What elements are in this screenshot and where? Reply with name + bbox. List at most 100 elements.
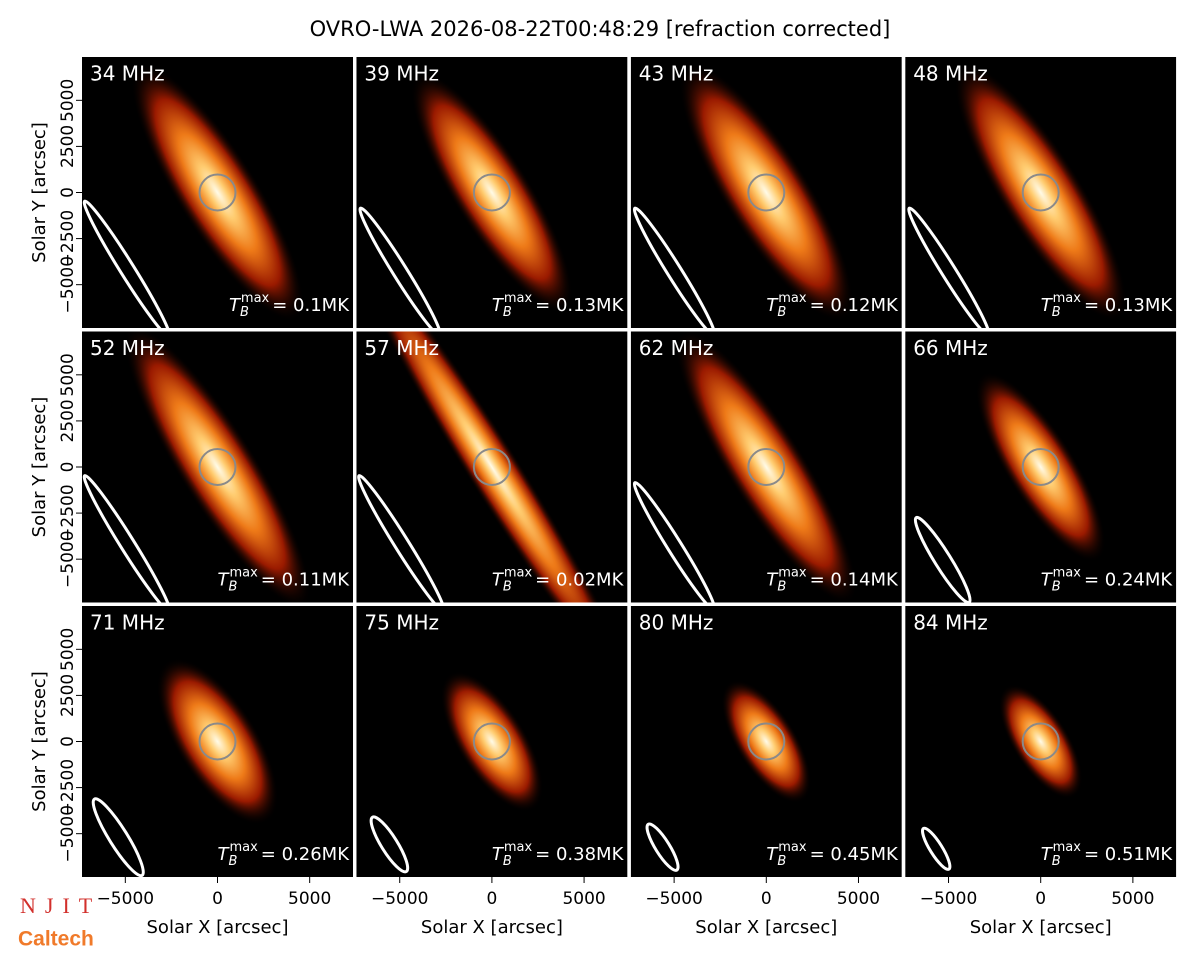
peak-part: B bbox=[229, 854, 238, 869]
emission bbox=[679, 63, 854, 322]
emission bbox=[124, 331, 311, 603]
y-tick-label: −2500 bbox=[58, 210, 78, 268]
y-axis-label: Solar Y [arcsec] bbox=[29, 671, 50, 812]
solar-disk bbox=[472, 722, 511, 761]
peak-part: = 0.38MK bbox=[535, 844, 624, 865]
y-axis-label: Solar Y [arcsec] bbox=[29, 122, 50, 263]
peak-label: TBmax = 0.13MK bbox=[492, 291, 625, 320]
peak-label: TBmax = 0.24MK bbox=[1041, 565, 1174, 594]
x-tick-label: −5000 bbox=[371, 889, 429, 909]
peak-label: TBmax = 0.45MK bbox=[766, 840, 899, 869]
solar-disk bbox=[1021, 722, 1060, 761]
y-tick-label: 2500 bbox=[58, 674, 78, 717]
y-tick-label: 0 bbox=[58, 462, 78, 473]
peak-part: max bbox=[1053, 565, 1082, 580]
peak-part: T bbox=[1041, 570, 1054, 591]
frequency-label: 75 MHz bbox=[364, 611, 439, 635]
x-axis-label: Solar X [arcsec] bbox=[695, 917, 837, 938]
peak-label: TBmax = 0.11MK bbox=[218, 565, 351, 594]
peak-part: B bbox=[503, 854, 512, 869]
peak-part: max bbox=[778, 840, 807, 855]
emission bbox=[131, 63, 304, 322]
peak-part: max bbox=[778, 291, 807, 306]
frequency-label: 39 MHz bbox=[364, 62, 439, 86]
peak-part: max bbox=[504, 840, 533, 855]
beam bbox=[358, 206, 442, 328]
frequency-label: 71 MHz bbox=[90, 611, 165, 635]
y-tick-label: 5000 bbox=[58, 628, 78, 671]
emission bbox=[998, 684, 1083, 799]
y-tick-label: 2500 bbox=[58, 125, 78, 168]
peak-label: TBmax = 0.12MK bbox=[766, 291, 899, 320]
y-tick-label: −5000 bbox=[58, 530, 78, 588]
peak-part: = 0.11MK bbox=[261, 570, 350, 591]
peak-part: max bbox=[229, 840, 258, 855]
peak-part: T bbox=[492, 844, 505, 865]
peak-label: TBmax = 0.38MK bbox=[492, 840, 625, 869]
peak-part: T bbox=[218, 570, 231, 591]
logo-njit: NJIT bbox=[20, 893, 101, 918]
solar-disk bbox=[472, 173, 511, 212]
y-axis-label: Solar Y [arcsec] bbox=[29, 397, 50, 538]
y-tick-label: −5000 bbox=[58, 805, 78, 863]
panel bbox=[356, 606, 628, 877]
peak-part: B bbox=[1052, 305, 1061, 320]
peak-part: B bbox=[777, 305, 786, 320]
panel bbox=[905, 606, 1177, 877]
panel bbox=[630, 331, 902, 603]
beam bbox=[369, 815, 410, 874]
frequency-label: 80 MHz bbox=[639, 611, 714, 635]
peak-part: T bbox=[766, 844, 779, 865]
peak-label: TBmax = 0.1MK bbox=[229, 291, 350, 320]
peak-part: max bbox=[504, 565, 533, 580]
peak-part: max bbox=[504, 291, 533, 306]
y-tick-label: −2500 bbox=[58, 759, 78, 817]
peak-part: = 0.12MK bbox=[810, 295, 899, 316]
solar-disk bbox=[198, 722, 237, 761]
panel bbox=[356, 331, 628, 603]
peak-part: B bbox=[777, 854, 786, 869]
emission bbox=[156, 658, 279, 825]
solar-disk bbox=[747, 722, 786, 761]
peak-part: = 0.1MK bbox=[272, 295, 350, 316]
emission bbox=[411, 72, 573, 313]
x-tick-label: 0 bbox=[1035, 889, 1046, 909]
x-tick-label: −5000 bbox=[920, 889, 978, 909]
solar-disk bbox=[747, 448, 786, 486]
peak-part: = 0.26MK bbox=[261, 844, 350, 865]
peak-part: B bbox=[777, 579, 786, 594]
solar-disk bbox=[198, 448, 237, 486]
frequency-label: 48 MHz bbox=[913, 62, 988, 86]
frequency-label: 62 MHz bbox=[639, 336, 714, 360]
panel bbox=[905, 57, 1177, 328]
beam bbox=[82, 199, 172, 328]
peak-part: T bbox=[766, 570, 779, 591]
frequency-label: 52 MHz bbox=[90, 336, 165, 360]
solar-disk bbox=[198, 173, 237, 212]
solar-disk bbox=[747, 173, 786, 212]
panel bbox=[630, 57, 902, 328]
frequency-label: 66 MHz bbox=[913, 336, 988, 360]
emission bbox=[675, 331, 858, 603]
frequency-label: 34 MHz bbox=[90, 62, 165, 86]
beam bbox=[632, 481, 717, 603]
title: OVRO-LWA 2026-08-22T00:48:29 [refraction… bbox=[310, 17, 891, 41]
logo-caltech: Caltech bbox=[18, 928, 94, 951]
emission bbox=[356, 331, 628, 603]
peak-part: = 0.13MK bbox=[1084, 295, 1173, 316]
x-axis-label: Solar X [arcsec] bbox=[147, 917, 289, 938]
beam bbox=[632, 206, 717, 328]
x-axis-label: Solar X [arcsec] bbox=[421, 917, 563, 938]
peak-part: = 0.51MK bbox=[1084, 844, 1173, 865]
x-tick-label: 0 bbox=[212, 889, 223, 909]
peak-part: B bbox=[1052, 579, 1061, 594]
peak-part: max bbox=[229, 565, 258, 580]
peak-part: T bbox=[218, 844, 231, 865]
x-tick-label: 0 bbox=[761, 889, 772, 909]
panel bbox=[905, 331, 1177, 603]
peak-part: = 0.24MK bbox=[1084, 570, 1173, 591]
frequency-label: 57 MHz bbox=[364, 336, 439, 360]
panel bbox=[82, 57, 353, 328]
panel bbox=[82, 606, 353, 877]
